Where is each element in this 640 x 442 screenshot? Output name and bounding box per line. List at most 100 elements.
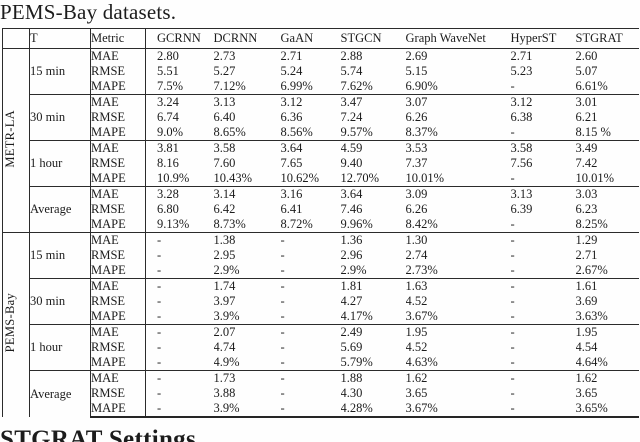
metric-cell: MAPE — [90, 355, 146, 371]
value-cell: - — [510, 217, 515, 231]
value-cell: 6.39 — [510, 202, 533, 216]
value-cell: 6.26 — [405, 110, 428, 124]
time-horizon-cell: 30 min — [29, 278, 91, 325]
value-cell: 9.40 — [340, 156, 363, 170]
value-cell: 3.67% — [405, 309, 438, 323]
value-cell: 4.30 — [340, 386, 363, 400]
value-cell: 8.56% — [280, 125, 313, 139]
value-cell: - — [510, 79, 515, 93]
column-header: Graph WaveNet — [405, 28, 511, 49]
time-horizon-cell: Average — [29, 186, 91, 233]
value-cell: 9.13% — [157, 217, 190, 231]
value-cell: 1.29 — [575, 232, 639, 248]
value-cell: 2.71 — [510, 49, 533, 63]
value-cell: - — [157, 263, 162, 277]
table-body: METR-LA 15 min MAE 2.80 2.73 2.71 2.88 2.69 2.71… — [2, 48, 639, 418]
metric-cell: MAE — [90, 94, 146, 110]
value-cell: 7.12% — [213, 79, 246, 93]
value-cell: 1.63 — [405, 278, 511, 294]
value-cell: - — [157, 340, 162, 354]
value-cell: 2.69 — [405, 49, 428, 63]
value-cell: - — [145, 278, 214, 294]
column-header: T — [29, 28, 91, 49]
value-cell: - — [510, 401, 576, 418]
metric-cell: RMSE — [90, 64, 146, 79]
metric-cell: RMSE — [90, 110, 146, 125]
value-cell: 2.60 — [575, 49, 598, 63]
table-row: PEMS-Bay 15 min MAE -1.38-1.36 1.30-1.29 — [2, 232, 639, 417]
value-cell: 3.07 — [405, 94, 511, 110]
value-cell: 8.37% — [405, 125, 438, 139]
table-caption: PEMS-Bay datasets. — [0, 0, 177, 24]
value-cell: 7.56 — [510, 156, 533, 170]
metric-cell: RMSE — [90, 340, 146, 355]
dataset-label: METR-LA — [3, 109, 18, 168]
table-row: MAPE -3.9% -4.17% 3.67% -3.63% — [3, 309, 639, 325]
value-cell: - — [280, 401, 341, 418]
metric-cell: MAE — [90, 370, 146, 386]
value-cell: 6.61% — [575, 79, 608, 93]
value-cell: 6.26 — [405, 202, 428, 216]
value-cell: - — [510, 232, 576, 248]
dataset-label-cell: PEMS-Bay — [2, 232, 30, 417]
table-row: 30 min MAE -1.74-1.81 1.63-1.61 — [3, 278, 639, 325]
value-cell: 4.27 — [340, 294, 363, 308]
value-cell: 10.01% — [575, 171, 615, 185]
section-heading: STGRAT Settings — [0, 426, 196, 442]
value-cell: 2.49 — [340, 324, 406, 340]
value-cell: 7.46 — [340, 202, 363, 216]
value-cell: 3.03 — [575, 186, 639, 202]
metric-cell: MAE — [90, 232, 146, 248]
table-row: MAPE -4.9% -5.79% 4.63% -4.64% — [3, 355, 639, 371]
time-horizon-cell: 15 min — [29, 232, 91, 279]
value-cell: 6.38 — [510, 110, 533, 124]
value-cell: 5.74 — [340, 64, 363, 78]
value-cell: 3.13 — [510, 186, 576, 202]
column-header: GaAN — [280, 28, 341, 49]
value-cell: - — [157, 248, 162, 262]
value-cell: - — [510, 263, 515, 277]
value-cell: 10.62% — [280, 171, 320, 185]
value-cell: - — [510, 125, 515, 139]
value-cell: 8.73% — [213, 217, 246, 231]
table-row: Average MAE -1.73-1.88 1.62-1.62 — [3, 370, 639, 417]
value-cell: 7.24 — [340, 110, 363, 124]
value-cell: - — [157, 386, 162, 400]
table-row: MAPE -3.9% -4.28% 3.67% -3.65% — [3, 401, 639, 418]
value-cell: 7.42 — [575, 156, 598, 170]
value-cell: 3.65 — [405, 386, 428, 400]
value-cell: 2.88 — [340, 49, 363, 63]
value-cell: 2.96 — [340, 248, 363, 262]
value-cell: 3.28 — [145, 186, 214, 202]
value-cell: 5.24 — [280, 64, 303, 78]
value-cell: 5.15 — [405, 64, 428, 78]
table-row: 30 min MAE 3.24 3.13 3.12 3.47 3.07 3.12 3.01 — [3, 94, 639, 141]
value-cell: 3.69 — [575, 294, 598, 308]
header-row: T Metric GCRNN DCRNN GaAN STGCN Graph WaveNet H… — [2, 28, 639, 49]
metric-cell: MAPE — [90, 171, 146, 187]
value-cell: - — [510, 294, 515, 308]
value-cell: 3.9% — [213, 309, 240, 323]
metric-cell: MAPE — [90, 125, 146, 141]
metric-cell: MAE — [90, 324, 146, 340]
value-cell: 3.81 — [145, 140, 214, 156]
value-cell: 9.0% — [157, 125, 184, 139]
time-horizon-cell: 1 hour — [29, 140, 91, 187]
value-cell: 2.80 — [157, 49, 179, 63]
value-cell: - — [510, 278, 576, 294]
value-cell: - — [510, 324, 576, 340]
value-cell: - — [280, 294, 285, 308]
value-cell: - — [510, 248, 515, 262]
value-cell: 1.74 — [213, 278, 281, 294]
value-cell: 1.30 — [405, 232, 511, 248]
value-cell: - — [510, 386, 515, 400]
value-cell: - — [280, 263, 285, 277]
value-cell: 1.95 — [575, 324, 639, 340]
table-row: RMSE -3.88-4.30 3.65-3.65 — [3, 386, 639, 401]
value-cell: 3.01 — [575, 94, 639, 110]
value-cell: 4.28% — [340, 401, 406, 418]
table-row: MAPE 7.5% 7.12% 6.99% 7.62% 6.90% - 6.61% — [3, 79, 639, 95]
value-cell: 3.65% — [575, 401, 639, 418]
value-cell: 5.69 — [340, 340, 363, 354]
value-cell: 7.60 — [213, 156, 236, 170]
